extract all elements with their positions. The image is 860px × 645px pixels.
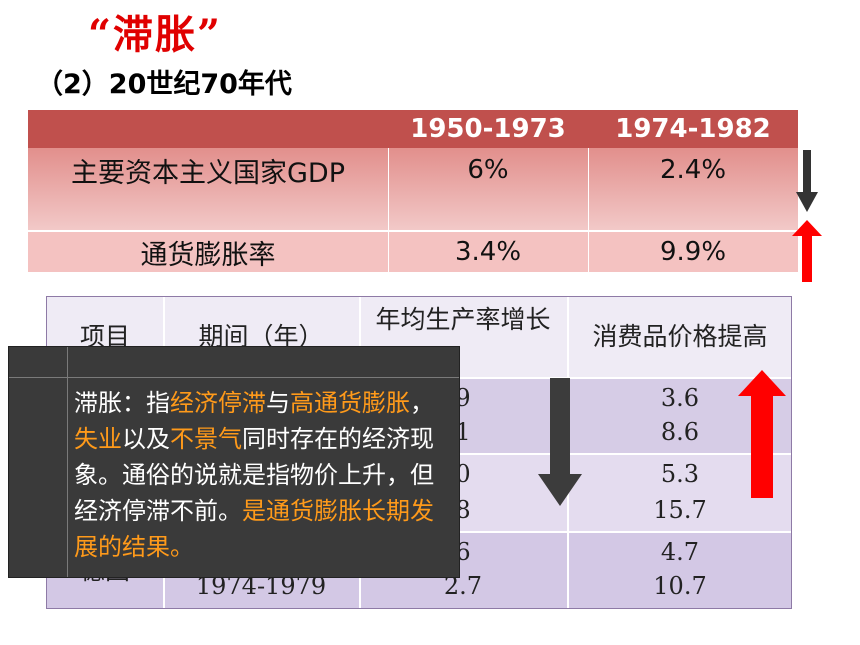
def-seg: 同时存在的经济现象。通俗的说就是指物价上升，但经济停滞不前。 (74, 425, 434, 525)
table2-row1-price-b: 8.6 (660, 418, 700, 446)
def-seg: 以及 (122, 425, 170, 453)
table1-row-inflation-v1: 3.4% (454, 237, 522, 267)
table2-header-productivity: 年均生产率增长 (375, 305, 551, 334)
page-title: “滞胀” (88, 11, 223, 58)
table2-row2-price-a: 5.3 (660, 460, 700, 488)
definition-text: 滞胀：指经济停滞与高通货膨胀， 失业以及不景气同时存在的经济现象。通俗的说就是指物… (74, 385, 452, 565)
table2-row3-price-a: 4.7 (660, 538, 700, 566)
table1-row-inflation-v2: 9.9% (659, 237, 727, 267)
definition-callout: 滞胀：指经济停滞与高通货膨胀， 失业以及不景气同时存在的经济现象。通俗的说就是指物… (8, 346, 460, 578)
table2-row3-price-b: 10.7 (653, 572, 707, 600)
def-seg: 滞胀：指 (74, 389, 170, 417)
table2-header-price: 消费品价格提高 (592, 322, 768, 351)
table1-row-gdp-label: 主要资本主义国家GDP (71, 157, 345, 189)
table1-row-gdp-bg (28, 148, 798, 230)
def-seg-highlight: 失业 (74, 425, 122, 453)
table1-row-inflation-label: 通货膨胀率 (140, 239, 276, 271)
table1-row-inflation-bg (28, 232, 798, 272)
table1-header-row (28, 110, 798, 148)
arrow-down-icon (538, 378, 582, 506)
table1-header-1950: 1950-1973 (410, 114, 566, 144)
def-seg: 与 (266, 389, 290, 417)
def-seg-highlight: 高通货膨胀 (290, 389, 410, 417)
arrow-down-icon (796, 150, 818, 212)
def-seg: ， (410, 389, 434, 417)
arrow-up-icon (738, 370, 786, 498)
table1-row-gdp-v2: 2.4% (659, 155, 727, 185)
page-subtitle: （2）20世纪70年代 (36, 69, 292, 100)
table1-header-1974: 1974-1982 (615, 114, 771, 144)
arrow-up-icon (792, 220, 822, 282)
def-seg-highlight: 是通货膨胀长期发展的结果。 (74, 497, 434, 561)
def-seg-highlight: 不景气 (170, 425, 242, 453)
table2-row1-price-a: 3.6 (660, 384, 700, 412)
table2-row2-price-b: 15.7 (653, 496, 707, 524)
def-seg-highlight: 经济停滞 (170, 389, 266, 417)
table1-row-gdp-v1: 6% (467, 155, 509, 185)
gdp-inflation-table: 1950-1973 1974-1982 主要资本主义国家GDP 6% 2.4% … (28, 110, 798, 272)
